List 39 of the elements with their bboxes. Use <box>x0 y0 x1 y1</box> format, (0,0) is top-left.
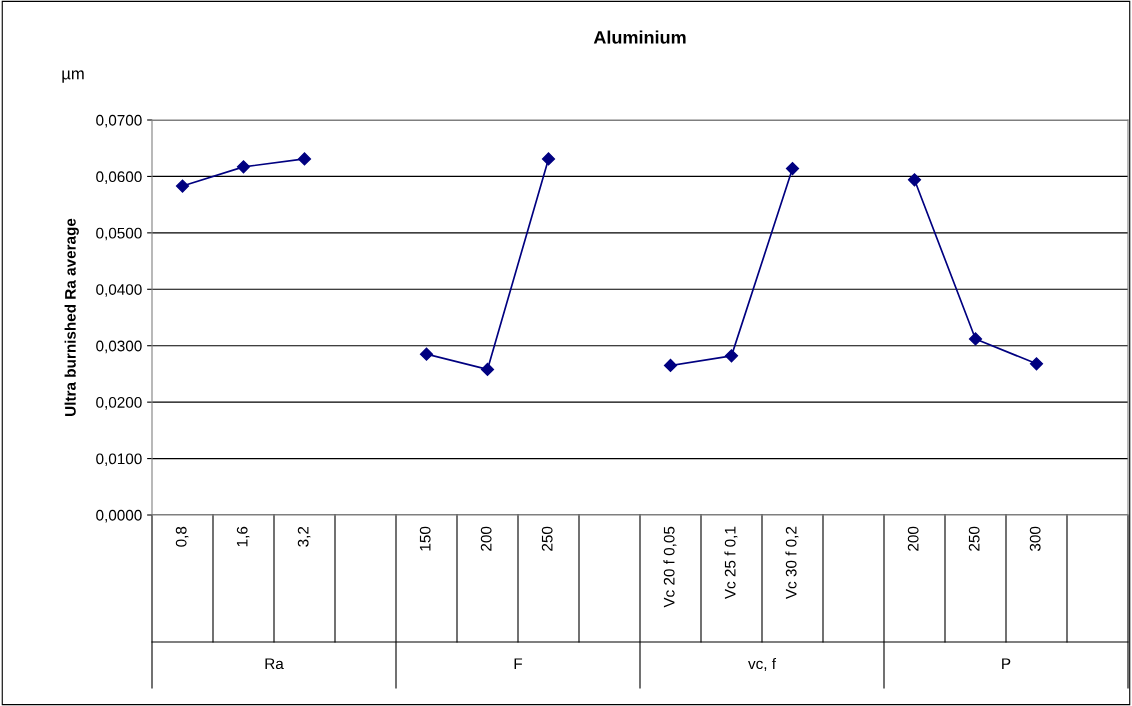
y-tick-label: 0,0600 <box>96 171 142 184</box>
point <box>907 173 922 187</box>
x-tick-label: Vc 25 f 0,1 <box>724 526 738 600</box>
x-tick-label: 150 <box>419 526 431 551</box>
point <box>1029 357 1044 371</box>
y-tick-label: 0,0100 <box>96 453 142 467</box>
point <box>236 160 251 174</box>
x-tick-label: 200 <box>907 526 919 551</box>
text: F <box>514 658 523 669</box>
text: vc, f <box>748 657 777 671</box>
y-tick-label: 0,0400 <box>96 284 142 297</box>
point <box>297 152 312 166</box>
point <box>419 347 434 361</box>
x-tick-label: 300 <box>1029 526 1041 552</box>
point <box>968 332 983 346</box>
text: Ra <box>265 658 284 670</box>
point <box>480 362 495 377</box>
x-tick-label: Vc 30 f 0,2 <box>785 526 799 600</box>
point <box>785 161 800 176</box>
x-tick-label: Vc 20 f 0,05 <box>663 526 677 608</box>
y-tick-label: 0,0700 <box>96 114 142 128</box>
text: P <box>1002 658 1011 669</box>
x-tick-label: 0,8 <box>175 526 189 547</box>
x-tick-label: 3,2 <box>297 526 311 547</box>
x-tick-label: 250 <box>968 526 980 551</box>
y-tick-label: 0,0200 <box>96 397 142 410</box>
point <box>663 358 678 373</box>
y-tick-label: 0,0000 <box>96 509 142 523</box>
y-tick-label: 0,0300 <box>96 340 142 354</box>
x-tick-label: 1,6 <box>236 526 250 547</box>
chart-title: Aluminium <box>593 30 686 44</box>
text: µm <box>62 70 84 83</box>
point <box>724 349 739 363</box>
x-tick-label: 200 <box>480 526 492 551</box>
x-tick-label: 250 <box>541 526 553 551</box>
point <box>175 179 190 193</box>
y-tick-label: 0,0500 <box>96 227 142 241</box>
y-axis-title: Ultra burnished Ra average <box>64 218 79 416</box>
point <box>541 152 556 166</box>
